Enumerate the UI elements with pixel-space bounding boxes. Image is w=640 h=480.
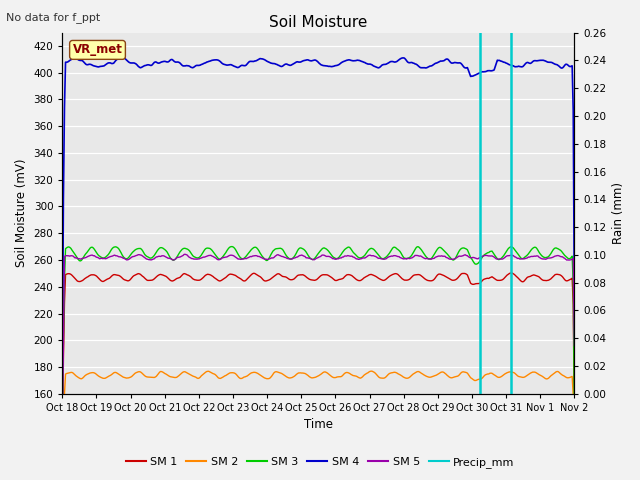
Text: VR_met: VR_met — [72, 43, 122, 56]
X-axis label: Time: Time — [304, 419, 333, 432]
Title: Soil Moisture: Soil Moisture — [269, 15, 367, 30]
Y-axis label: Soil Moisture (mV): Soil Moisture (mV) — [15, 159, 28, 267]
Text: No data for f_ppt: No data for f_ppt — [6, 12, 100, 23]
Y-axis label: Rain (mm): Rain (mm) — [612, 182, 625, 244]
Legend: SM 1, SM 2, SM 3, SM 4, SM 5, Precip_mm: SM 1, SM 2, SM 3, SM 4, SM 5, Precip_mm — [121, 452, 519, 472]
